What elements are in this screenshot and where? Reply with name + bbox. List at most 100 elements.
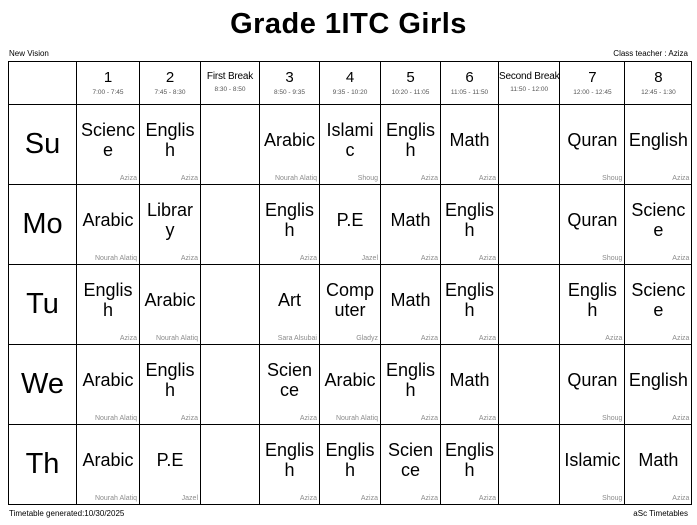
app-name: aSc Timetables <box>633 509 688 518</box>
subject-name: English <box>444 280 495 320</box>
subject-name: Art <box>277 289 301 310</box>
period-label: 8 <box>654 68 663 86</box>
lesson-cell: Science Aziza <box>380 424 441 505</box>
subject-name: Arabic <box>82 369 134 390</box>
teacher-name: Gladyz <box>356 335 378 342</box>
subject-name: Math <box>390 209 431 230</box>
teacher-name: Aziza <box>672 415 690 422</box>
subject-name: Math <box>638 449 679 470</box>
teacher-name: Aziza <box>180 255 198 262</box>
period-header-7: 7 12:00 - 12:45 <box>559 61 626 105</box>
lesson-cell: English Aziza <box>380 344 441 425</box>
school-name: New Vision <box>9 49 49 58</box>
teacher-name: Aziza <box>672 175 690 182</box>
period-label: 6 <box>465 68 474 86</box>
break-empty-cell <box>200 264 260 345</box>
period-time: 12:45 - 1:30 <box>641 88 676 96</box>
teacher-name: Shoug <box>357 175 378 182</box>
timetable-row-su: Su Science Aziza English Aziza Arabic Nourah A… <box>8 104 693 185</box>
break-empty-cell <box>497 264 561 345</box>
lesson-cell: English Aziza <box>259 424 320 505</box>
period-time: 11:05 - 11:50 <box>450 88 489 96</box>
lesson-cell: Islamic Shoug <box>559 424 626 505</box>
subject-name: English <box>83 280 133 320</box>
subject-name: English <box>145 120 195 160</box>
period-label: 3 <box>285 68 294 86</box>
generated-timestamp: Timetable generated:10/30/2025 <box>9 509 125 518</box>
meta-row: New Vision Class teacher : Aziza <box>9 49 688 58</box>
period-time: 7:00 - 7:45 <box>92 88 124 96</box>
teacher-name: Aziza <box>478 415 496 422</box>
subject-name: Quran <box>567 369 618 390</box>
period-label: Second Break <box>499 71 560 83</box>
subject-name: Math <box>390 289 431 310</box>
timetable-row-mo: Mo Arabic Nourah Alatiq Library Aziza English… <box>8 184 693 265</box>
lesson-cell: Science Aziza <box>76 104 140 185</box>
period-label: First Break <box>206 71 254 83</box>
period-header-4: 4 9:35 - 10:20 <box>319 61 381 105</box>
teacher-name: Aziza <box>180 175 198 182</box>
teacher-name: Aziza <box>478 175 496 182</box>
subject-name: English <box>325 440 375 480</box>
subject-name: Computer <box>325 280 374 320</box>
period-label: 5 <box>406 68 415 86</box>
day-label-mo: Mo <box>8 184 77 265</box>
teacher-name: Aziza <box>420 415 438 422</box>
teacher-name: Nourah Alatiq <box>94 415 137 422</box>
period-header-1: 1 7:00 - 7:45 <box>76 61 140 105</box>
lesson-cell: Quran Shoug <box>559 344 626 425</box>
subject-name: Science <box>631 280 686 320</box>
subject-name: Quran <box>567 129 618 150</box>
teacher-name: Aziza <box>420 175 438 182</box>
lesson-cell: Math Aziza <box>440 104 499 185</box>
lesson-cell: Math Aziza <box>380 184 441 265</box>
lesson-cell: Science Aziza <box>624 184 693 265</box>
lesson-cell: English Aziza <box>139 344 201 425</box>
lesson-cell: English Aziza <box>380 104 441 185</box>
period-label: 4 <box>345 68 355 86</box>
teacher-name: Aziza <box>672 335 690 342</box>
teacher-name: Aziza <box>605 335 623 342</box>
subject-name: Islamic <box>564 449 621 470</box>
teacher-name: Aziza <box>420 335 438 342</box>
subject-name: Science <box>266 360 313 400</box>
lesson-cell: Computer Gladyz <box>319 264 381 345</box>
teacher-name: Aziza <box>478 495 496 502</box>
period-header-5: 5 10:20 - 11:05 <box>380 61 441 105</box>
period-header-2: 2 7:45 - 8:30 <box>139 61 201 105</box>
page-title: Grade 1ITC Girls <box>230 8 467 40</box>
lesson-cell: Math Aziza <box>624 424 693 505</box>
lesson-cell: English Aziza <box>624 104 693 185</box>
break-empty-cell <box>497 184 561 265</box>
lesson-cell: Arabic Nourah Alatiq <box>259 104 320 185</box>
period-label: 1 <box>103 68 113 86</box>
teacher-name: Aziza <box>420 495 438 502</box>
break-header-second-break: Second Break 11:50 - 12:00 <box>497 61 561 105</box>
lesson-cell: Quran Shoug <box>559 104 626 185</box>
lesson-cell: P.E Jazel <box>319 184 381 265</box>
lesson-cell: English Aziza <box>624 344 693 425</box>
break-empty-cell <box>497 344 561 425</box>
subject-name: Science <box>387 440 434 480</box>
footer-row: Timetable generated:10/30/2025 aSc Timet… <box>9 509 688 518</box>
subject-name: Arabic <box>82 449 134 470</box>
subject-name: P.E <box>156 449 184 470</box>
subject-name: Arabic <box>144 289 196 310</box>
teacher-name: Sara Alsubai <box>277 335 317 342</box>
teacher-name: Aziza <box>360 495 378 502</box>
period-label: 2 <box>165 68 175 86</box>
lesson-cell: Science Aziza <box>624 264 693 345</box>
day-label-su: Su <box>8 104 77 185</box>
subject-name: English <box>264 200 315 240</box>
subject-name: Science <box>631 200 686 240</box>
subject-name: English <box>567 280 617 320</box>
lesson-cell: P.E Jazel <box>139 424 201 505</box>
timetable-row-tu: Tu English Aziza Arabic Nourah Alatiq Art Sara… <box>8 264 693 345</box>
period-header-6: 6 11:05 - 11:50 <box>440 61 499 105</box>
teacher-name: Aziza <box>672 255 690 262</box>
teacher-name: Aziza <box>672 495 690 502</box>
teacher-name: Aziza <box>478 335 496 342</box>
break-empty-cell <box>200 344 260 425</box>
period-time: 10:20 - 11:05 <box>391 88 430 96</box>
subject-name: English <box>264 440 315 480</box>
